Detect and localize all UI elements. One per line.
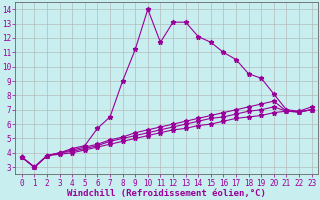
X-axis label: Windchill (Refroidissement éolien,°C): Windchill (Refroidissement éolien,°C)	[67, 189, 266, 198]
